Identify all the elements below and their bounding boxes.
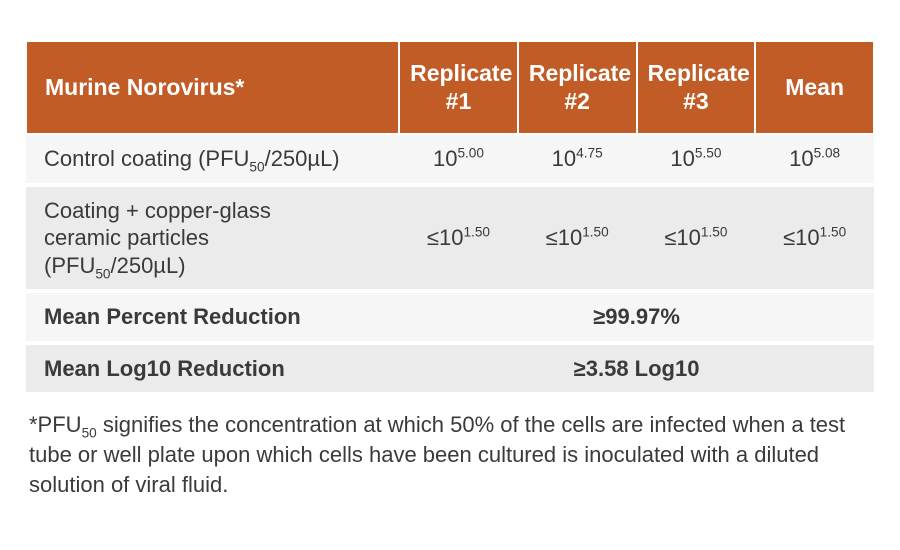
row-label: Mean Percent Reduction: [26, 291, 399, 343]
row-label: Mean Log10 Reduction: [26, 343, 399, 395]
table-body: Control coating (PFU50/250µL) 105.00 104…: [26, 134, 874, 394]
table-header: Murine Norovirus* Replicate#1 Replicate#…: [26, 41, 874, 134]
cell: 104.75: [518, 134, 637, 185]
cell: ≤101.50: [637, 185, 756, 292]
norovirus-table: Murine Norovirus* Replicate#1 Replicate#…: [25, 40, 875, 396]
cell: ≤101.50: [518, 185, 637, 292]
merged-cell: ≥3.58 Log10: [399, 343, 874, 395]
col-header-rep3: Replicate#3: [637, 41, 756, 134]
col-header-rep2: Replicate#2: [518, 41, 637, 134]
row-label: Control coating (PFU50/250µL): [26, 134, 399, 185]
table-row: Mean Log10 Reduction ≥3.58 Log10: [26, 343, 874, 395]
table-row: Coating + copper-glassceramic particles(…: [26, 185, 874, 292]
cell: 105.08: [755, 134, 874, 185]
table-row: Mean Percent Reduction ≥99.97%: [26, 291, 874, 343]
merged-cell: ≥99.97%: [399, 291, 874, 343]
col-header-subject: Murine Norovirus*: [26, 41, 399, 134]
footnote: *PFU50 signifies the concentration at wh…: [25, 396, 875, 499]
cell: ≤101.50: [399, 185, 518, 292]
col-header-rep1: Replicate#1: [399, 41, 518, 134]
col-header-mean: Mean: [755, 41, 874, 134]
table-row: Control coating (PFU50/250µL) 105.00 104…: [26, 134, 874, 185]
cell: ≤101.50: [755, 185, 874, 292]
cell: 105.00: [399, 134, 518, 185]
cell: 105.50: [637, 134, 756, 185]
row-label: Coating + copper-glassceramic particles(…: [26, 185, 399, 292]
